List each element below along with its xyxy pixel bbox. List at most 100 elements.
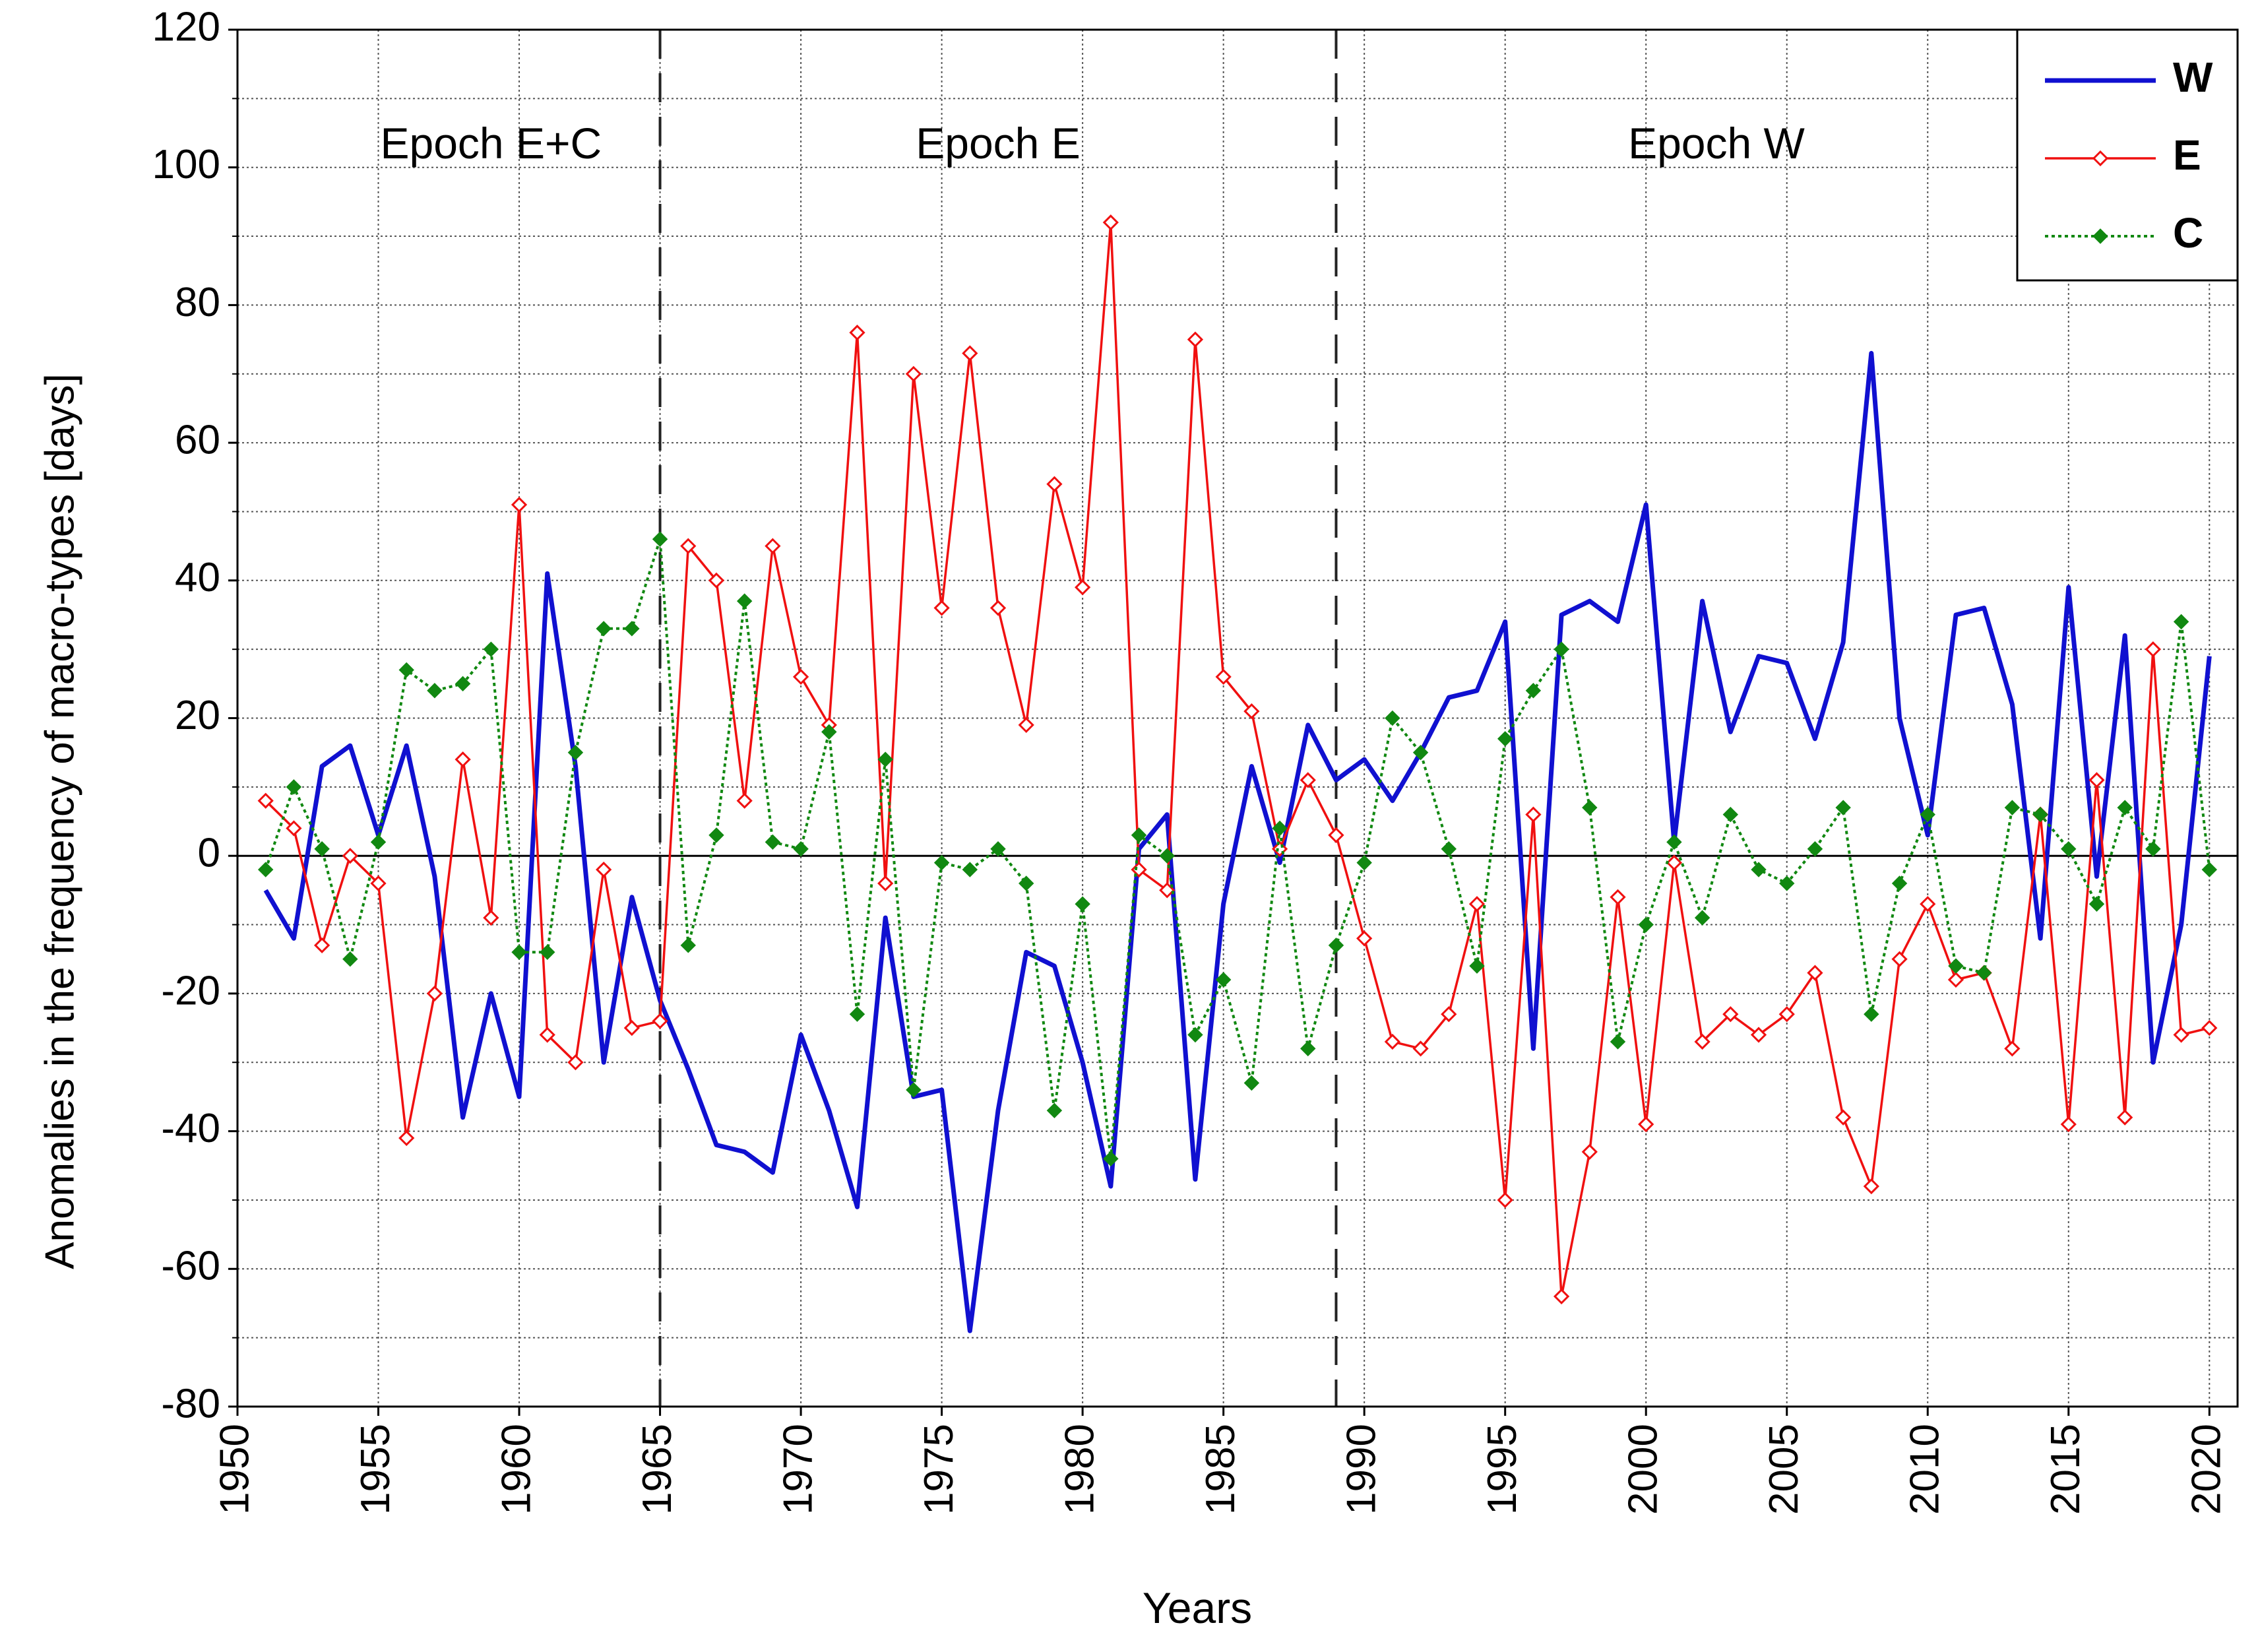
point-E bbox=[1356, 930, 1373, 947]
point-E bbox=[426, 985, 443, 1002]
x-tick-label: 1965 bbox=[635, 1424, 680, 1515]
point-E bbox=[1835, 1109, 1852, 1126]
y-tick-label: 20 bbox=[175, 693, 220, 738]
point-C bbox=[877, 751, 893, 767]
point-E bbox=[1215, 668, 1232, 685]
point-E bbox=[877, 875, 894, 892]
point-C bbox=[680, 937, 696, 953]
point-E bbox=[1328, 827, 1344, 844]
point-C bbox=[1412, 744, 1429, 761]
point-C bbox=[1835, 800, 1851, 815]
y-tick-label: -80 bbox=[161, 1381, 220, 1426]
point-C bbox=[793, 841, 809, 857]
point-C bbox=[708, 827, 724, 843]
point-E bbox=[708, 572, 725, 588]
x-tick-label: 2015 bbox=[2043, 1424, 2088, 1515]
point-C bbox=[1019, 875, 1034, 891]
point-E bbox=[1750, 1027, 1767, 1043]
legend-label-E: E bbox=[2173, 131, 2201, 179]
point-C bbox=[624, 621, 640, 637]
data-series bbox=[257, 214, 2218, 1333]
point-C bbox=[2173, 614, 2189, 630]
point-C bbox=[1103, 1151, 1119, 1167]
point-E bbox=[1807, 965, 1823, 981]
point-E bbox=[989, 600, 1007, 616]
epoch-label: Epoch E bbox=[916, 119, 1081, 168]
point-C bbox=[342, 951, 358, 967]
point-C bbox=[821, 724, 837, 740]
point-C bbox=[370, 834, 387, 850]
x-tick-label: 1980 bbox=[1057, 1424, 1103, 1515]
point-E bbox=[483, 909, 499, 926]
x-tick-label: 1960 bbox=[493, 1424, 539, 1515]
point-C bbox=[2145, 841, 2161, 857]
point-E bbox=[1525, 806, 1542, 823]
y-tick-label: -20 bbox=[161, 968, 220, 1013]
point-E bbox=[2088, 772, 2105, 788]
point-C bbox=[1779, 875, 1795, 891]
point-C bbox=[1215, 972, 1232, 988]
point-C bbox=[398, 662, 414, 678]
point-C bbox=[1243, 1075, 1260, 1091]
x-tick-label: 1955 bbox=[353, 1424, 398, 1515]
series-line-W bbox=[263, 350, 2212, 1333]
point-C bbox=[2088, 896, 2105, 912]
point-C bbox=[257, 862, 274, 877]
x-tick-label: 1985 bbox=[1198, 1424, 1243, 1515]
point-E bbox=[1243, 703, 1260, 720]
point-C bbox=[1666, 834, 1682, 850]
y-tick-label: 80 bbox=[175, 280, 220, 325]
point-C bbox=[1525, 683, 1542, 699]
point-C bbox=[1638, 916, 1654, 933]
point-E bbox=[1778, 1006, 1795, 1023]
point-E bbox=[2060, 1116, 2077, 1133]
point-C bbox=[1497, 731, 1513, 747]
grid-lines bbox=[237, 30, 2238, 1407]
point-E bbox=[511, 496, 528, 513]
point-E bbox=[792, 668, 809, 685]
point-C bbox=[427, 683, 443, 699]
point-E bbox=[1018, 716, 1034, 734]
point-C bbox=[1385, 710, 1400, 726]
point-E bbox=[286, 820, 302, 837]
point-E bbox=[1947, 971, 1964, 988]
point-E bbox=[1610, 889, 1626, 905]
point-E bbox=[2117, 1109, 2133, 1126]
point-C bbox=[1131, 827, 1147, 843]
y-tick-label: 60 bbox=[175, 417, 220, 462]
legend-label-C: C bbox=[2173, 209, 2203, 257]
point-E bbox=[849, 325, 865, 341]
point-C bbox=[286, 779, 302, 795]
y-tick-label: -60 bbox=[161, 1244, 220, 1289]
x-tick-label: 1950 bbox=[212, 1424, 257, 1515]
x-tick-label: 2000 bbox=[1621, 1424, 1666, 1515]
point-C bbox=[1046, 1102, 1063, 1119]
point-C bbox=[511, 944, 527, 960]
point-E bbox=[1046, 476, 1063, 492]
point-C bbox=[2032, 806, 2048, 823]
point-E bbox=[567, 1054, 584, 1071]
series-line-C bbox=[264, 538, 2211, 1160]
x-tick-label: 2010 bbox=[1902, 1424, 1948, 1515]
x-tick-label: 2020 bbox=[2184, 1424, 2230, 1515]
point-E bbox=[1159, 882, 1176, 899]
point-E bbox=[455, 751, 471, 768]
point-C bbox=[1441, 841, 1457, 857]
point-E bbox=[2173, 1027, 2189, 1043]
point-C bbox=[2201, 862, 2218, 877]
point-C bbox=[1356, 854, 1372, 871]
point-E bbox=[1497, 1191, 1513, 1209]
point-C bbox=[567, 744, 584, 761]
epoch-label: Epoch E+C bbox=[380, 119, 602, 168]
point-C bbox=[1075, 896, 1090, 912]
point-E bbox=[1075, 579, 1091, 596]
y-tick-label: 100 bbox=[152, 142, 220, 187]
x-tick-label: 1975 bbox=[916, 1424, 962, 1515]
y-tick-label: 120 bbox=[152, 4, 220, 49]
point-E bbox=[342, 848, 358, 864]
point-C bbox=[1328, 937, 1344, 953]
point-C bbox=[906, 1082, 922, 1098]
point-C bbox=[1694, 910, 1711, 926]
